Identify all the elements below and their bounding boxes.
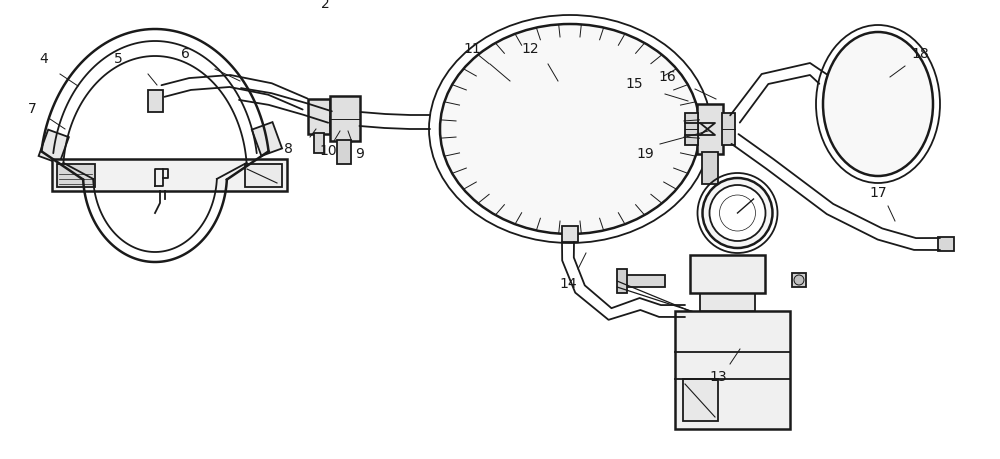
Text: 11: 11 (463, 42, 481, 56)
Text: 16: 16 (658, 70, 676, 84)
Bar (702, 152, 718, 184)
Circle shape (794, 275, 804, 285)
Bar (337, 140, 351, 164)
Text: 8: 8 (284, 142, 292, 156)
Text: 19: 19 (636, 147, 654, 161)
Bar (562, 226, 578, 242)
Text: 4: 4 (40, 52, 48, 66)
Text: 15: 15 (625, 77, 643, 91)
Circle shape (702, 178, 772, 248)
Bar (52, 159, 287, 191)
Text: 14: 14 (559, 277, 577, 291)
Bar (683, 379, 718, 421)
Bar (700, 293, 755, 311)
Bar (722, 113, 735, 145)
Bar (617, 269, 627, 293)
Bar (625, 275, 665, 287)
Circle shape (710, 185, 766, 241)
Bar (697, 104, 723, 154)
Ellipse shape (823, 32, 933, 176)
Bar (938, 237, 954, 251)
Bar (690, 255, 765, 293)
Text: 17: 17 (869, 186, 887, 200)
Bar (308, 99, 330, 134)
Text: 7: 7 (28, 102, 36, 116)
Text: 18: 18 (911, 47, 929, 61)
Ellipse shape (440, 24, 700, 234)
Text: 2: 2 (321, 0, 329, 11)
Bar (57, 164, 95, 187)
Bar (792, 273, 806, 287)
Bar (252, 122, 282, 156)
Text: 10: 10 (319, 144, 337, 158)
Bar (675, 311, 790, 429)
Bar (685, 113, 698, 145)
Text: 5: 5 (114, 52, 122, 66)
Bar (314, 133, 324, 153)
Text: 12: 12 (521, 42, 539, 56)
Bar (330, 96, 360, 141)
Text: 13: 13 (709, 370, 727, 384)
Bar (245, 164, 282, 187)
Text: 6: 6 (181, 47, 189, 61)
Bar (148, 90, 163, 112)
Bar (39, 129, 69, 163)
Text: 9: 9 (356, 147, 364, 161)
